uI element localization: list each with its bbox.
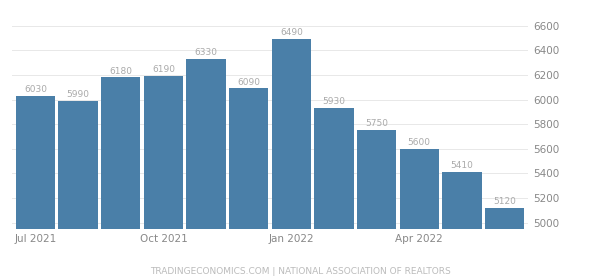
- Bar: [485, 208, 524, 279]
- Text: 6090: 6090: [237, 78, 260, 86]
- Text: 6490: 6490: [280, 28, 303, 37]
- Bar: [144, 76, 183, 279]
- Text: 5990: 5990: [67, 90, 89, 99]
- Text: TRADINGECONOMICS.COM | NATIONAL ASSOCIATION OF REALTORS: TRADINGECONOMICS.COM | NATIONAL ASSOCIAT…: [149, 267, 451, 276]
- Text: 5120: 5120: [493, 197, 516, 206]
- Text: 6330: 6330: [194, 48, 218, 57]
- Text: 5410: 5410: [451, 161, 473, 170]
- Bar: [16, 96, 55, 279]
- Text: 5930: 5930: [322, 97, 346, 106]
- Text: 6180: 6180: [109, 66, 132, 76]
- Bar: [442, 172, 482, 279]
- Bar: [272, 39, 311, 279]
- Text: 5600: 5600: [408, 138, 431, 147]
- Text: 6030: 6030: [24, 85, 47, 94]
- Bar: [187, 59, 226, 279]
- Text: 5750: 5750: [365, 119, 388, 128]
- Bar: [229, 88, 268, 279]
- Bar: [58, 101, 98, 279]
- Bar: [357, 130, 396, 279]
- Bar: [314, 108, 353, 279]
- Bar: [101, 77, 140, 279]
- Bar: [400, 149, 439, 279]
- Text: 6190: 6190: [152, 65, 175, 74]
